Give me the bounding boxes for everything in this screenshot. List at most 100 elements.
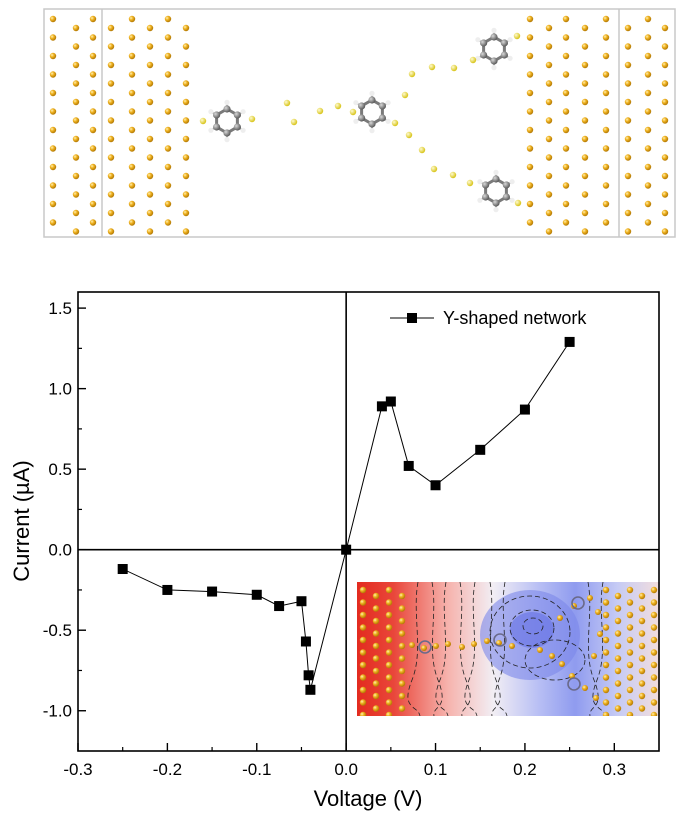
sulfur-atom xyxy=(513,32,521,40)
gold-atom xyxy=(562,182,570,189)
gold-atom xyxy=(581,135,589,143)
contour-line xyxy=(587,582,599,716)
x-axis-title: Voltage (V) xyxy=(314,786,423,811)
gold-atom xyxy=(72,191,80,198)
inset-gold-atom xyxy=(626,674,634,681)
benzene-ring xyxy=(484,177,508,205)
gold-atom xyxy=(581,98,589,106)
gold-atom xyxy=(107,117,115,124)
sulfur-atom xyxy=(334,102,342,110)
data-point xyxy=(303,670,314,681)
inset-chain-atom xyxy=(587,595,593,601)
carbon-atom xyxy=(482,181,490,189)
hydrogen-atom xyxy=(493,169,499,175)
inset-gold-atom xyxy=(602,674,610,681)
carbon-atom xyxy=(490,33,498,41)
gold-atom xyxy=(128,163,136,171)
gold-atom xyxy=(644,34,652,41)
gold-atom xyxy=(562,145,570,152)
inset-gold-atom xyxy=(626,636,634,644)
y-tick-label: -0.5 xyxy=(43,621,72,640)
hydrogen-atom xyxy=(369,128,375,134)
gold-atom xyxy=(581,154,589,161)
inset-gold-atom xyxy=(372,705,380,712)
inset-gold-atom xyxy=(372,617,380,625)
inset-gold-atom xyxy=(602,649,610,656)
gold-atom xyxy=(602,200,610,208)
sulfur-atom xyxy=(199,117,207,125)
inset-gold-atom xyxy=(359,624,367,631)
gold-atom xyxy=(526,145,534,152)
inset-gold-atom xyxy=(614,692,622,700)
gold-atom xyxy=(644,145,652,152)
inset-gold-atom xyxy=(398,705,406,712)
inset-gold-atom xyxy=(398,617,406,625)
inset-gold-atom xyxy=(650,674,658,681)
gold-atom xyxy=(49,15,57,23)
hydrogen-atom xyxy=(240,109,246,115)
hydrogen-atom xyxy=(475,55,481,61)
gold-atom xyxy=(182,117,190,124)
gold-atom xyxy=(182,98,190,106)
gold-atom xyxy=(164,163,172,171)
inset-gold-atom xyxy=(372,680,380,687)
gold-atom xyxy=(72,135,80,143)
inset-gold-atom xyxy=(650,686,658,694)
gold-atom xyxy=(146,98,154,106)
gold-atom xyxy=(624,117,632,124)
gold-atom xyxy=(72,98,80,106)
data-point xyxy=(300,636,311,647)
inset-benzene-ring xyxy=(493,633,507,647)
gold-atom xyxy=(107,154,115,161)
gold-atom xyxy=(562,108,570,115)
inset-gold-atom xyxy=(650,699,658,706)
gold-atom xyxy=(49,71,57,78)
carbon-atom xyxy=(368,120,376,128)
inset-chain-atom xyxy=(593,695,599,701)
gold-atom xyxy=(644,71,652,78)
inset-gold-atom xyxy=(614,705,622,712)
x-tick-label: -0.2 xyxy=(153,760,182,779)
gold-atom xyxy=(146,228,154,235)
inset-chain-atom xyxy=(421,645,427,651)
inset-gold-atom xyxy=(650,711,658,716)
contour-line xyxy=(464,582,478,716)
gold-atom xyxy=(107,61,115,69)
carbon-atom xyxy=(500,51,508,59)
gold-atom xyxy=(661,172,669,180)
gold-atom xyxy=(49,89,57,97)
inset-gold-atom xyxy=(398,655,406,662)
gold-atom xyxy=(661,80,669,87)
contour-line xyxy=(407,582,421,716)
hydrogen-atom xyxy=(477,197,483,203)
data-point xyxy=(341,544,352,555)
gold-atom xyxy=(624,98,632,106)
gold-atom xyxy=(89,126,97,134)
gold-atom xyxy=(624,191,632,198)
sulfur-atom xyxy=(514,199,522,207)
gold-atom xyxy=(72,228,80,235)
series-points xyxy=(117,336,575,695)
inset-chain-atom xyxy=(471,641,477,647)
molecular-structure-illustration xyxy=(43,8,676,238)
gold-atom xyxy=(581,228,589,235)
inset-chain-atom xyxy=(537,647,543,653)
hydrogen-atom xyxy=(477,179,483,185)
gold-atom xyxy=(146,209,154,217)
contour-line xyxy=(459,582,471,716)
gold-atom xyxy=(624,154,632,161)
hydrogen-atom xyxy=(493,207,499,213)
gold-atom xyxy=(581,209,589,217)
plot-frame xyxy=(77,291,660,752)
sulfur-atom xyxy=(391,119,399,127)
carbon-atom xyxy=(358,102,366,110)
y-tick-label: 1.5 xyxy=(48,299,72,318)
y-tick-label: 0.0 xyxy=(48,541,72,560)
sulfur-atom xyxy=(449,171,457,179)
inset-gold-atom xyxy=(650,636,658,644)
carbon-atom xyxy=(502,181,510,189)
inset-gold-atom xyxy=(602,636,610,644)
data-point xyxy=(564,336,575,347)
inset-blue-core xyxy=(510,612,554,648)
